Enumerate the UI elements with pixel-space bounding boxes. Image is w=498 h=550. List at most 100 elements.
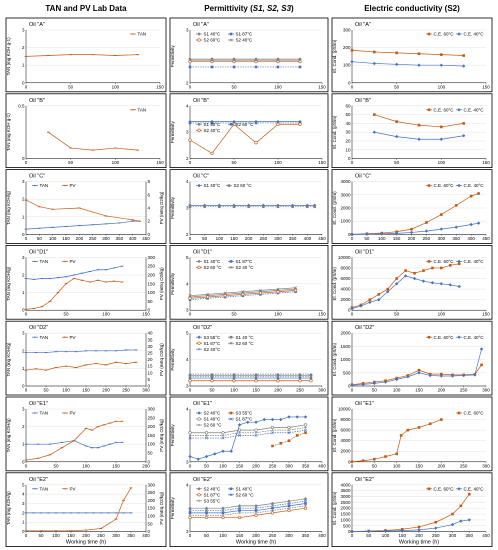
marker-dash: [78, 207, 81, 209]
marker-dash: [96, 279, 100, 281]
marker-square: [427, 335, 431, 339]
marker-diamond: [386, 290, 390, 294]
marker-square: [477, 192, 480, 195]
x-tick-label: 300: [482, 388, 490, 393]
marker-square: [410, 227, 413, 231]
marker-diamond: [424, 229, 429, 233]
marker-square: [457, 411, 461, 415]
x-tick-label: 350: [465, 533, 473, 538]
marker-dash: [32, 512, 35, 514]
marker-circle: [197, 38, 201, 42]
chart-title: Oil "E1": [29, 401, 48, 407]
chart-title: Oil "D2": [355, 325, 374, 331]
series-4: [188, 504, 307, 517]
marker-diamond: [457, 32, 461, 36]
marker-diamond: [459, 519, 463, 523]
y-tick-label: 0: [348, 529, 351, 534]
y-tick-label: 1000: [340, 517, 351, 522]
legend-label: TAN: [40, 411, 49, 416]
marker-dash: [38, 206, 41, 208]
y-tick-label: 2000: [340, 506, 351, 511]
y-tick-label: 300: [343, 28, 351, 33]
marker-dash: [56, 277, 60, 279]
series-0: [24, 440, 124, 449]
legend-label: TAN: [40, 335, 49, 340]
series-3: [188, 499, 308, 513]
x-tick-label: 250: [460, 463, 468, 468]
x-tick-label: 150: [236, 463, 244, 468]
y-axis-label: TAN (mg KOH/g): [6, 266, 11, 300]
y2-tick-label: 300: [148, 407, 156, 412]
y2-tick-label: 300: [148, 482, 156, 487]
marker-plus: [298, 372, 302, 376]
marker-diamond: [400, 528, 404, 533]
marker-dash: [32, 307, 36, 309]
marker-diamond: [303, 415, 308, 419]
marker-dash: [84, 529, 88, 531]
marker-square: [428, 422, 432, 426]
x-tick-label: 200: [76, 236, 84, 241]
marker-square: [377, 293, 381, 296]
marker-dash: [96, 447, 100, 449]
x-tick-label: 200: [274, 388, 282, 393]
y-tick-label: 2: [22, 273, 25, 278]
panel-border: [169, 17, 329, 93]
y-tick-label: 10000: [338, 407, 351, 412]
marker-circle: [188, 296, 192, 300]
marker-x: [188, 375, 192, 379]
marker-square: [350, 460, 354, 464]
marker-x: [206, 292, 210, 296]
marker-diamond: [197, 411, 201, 415]
marker-dash: [24, 308, 28, 310]
marker-dash: [24, 352, 28, 354]
marker-square: [451, 512, 454, 516]
marker-dash: [120, 265, 124, 267]
legend-label: C.E. 60°C: [434, 335, 455, 340]
marker-square: [440, 372, 443, 376]
y-tick-label: 4: [186, 407, 189, 412]
marker-plus: [304, 504, 307, 508]
marker-plus: [287, 428, 291, 432]
series-2: [188, 423, 308, 435]
marker-dash: [112, 280, 116, 282]
y-tick-label: 4000: [340, 179, 351, 184]
y-tick-label: 1: [22, 366, 25, 371]
marker-dash: [84, 512, 88, 514]
marker-plus: [188, 513, 192, 517]
y-tick-label: 4: [186, 103, 189, 108]
marker-diamond: [457, 259, 461, 264]
marker-diamond: [439, 374, 444, 378]
marker-plus: [287, 506, 291, 510]
marker-x: [188, 509, 192, 513]
chart-title: Oil "D1": [29, 249, 48, 255]
x-tick-label: 50: [202, 236, 208, 241]
marker-x: [276, 58, 280, 62]
x-tick-label: 100: [112, 84, 120, 89]
marker-diamond: [196, 457, 200, 461]
y2-tick-label: 50: [148, 521, 154, 526]
x-tick-label: 0: [351, 236, 354, 241]
x-tick-label: 150: [415, 388, 423, 393]
y-tick-label: 1: [22, 442, 25, 447]
marker-square: [188, 121, 192, 125]
panel-2-2: 0 1000 2000 3000 4000 0 50 100 150 200 250 300 350 40…: [331, 169, 493, 244]
marker-diamond: [372, 130, 377, 134]
marker-dash: [63, 336, 67, 338]
y-tick-label: 2: [22, 510, 25, 515]
legend: S1 40°C S2 60 °C: [196, 183, 252, 188]
chart-title: Oil "A": [355, 22, 371, 28]
marker-square: [218, 205, 221, 208]
column-header-2: Electric conductivity (S2): [364, 4, 460, 13]
x-tick-label: 50: [204, 463, 210, 468]
x-tick-label: 0: [189, 312, 192, 317]
x-tick-label: 50: [209, 388, 215, 393]
marker-diamond: [350, 232, 354, 237]
chart-title: Oil "E1": [355, 401, 374, 407]
marker-x: [294, 286, 298, 290]
marker-x: [276, 375, 280, 379]
marker-square: [221, 511, 225, 515]
marker-diamond: [417, 528, 421, 532]
x-tick-label: 50: [366, 533, 372, 538]
